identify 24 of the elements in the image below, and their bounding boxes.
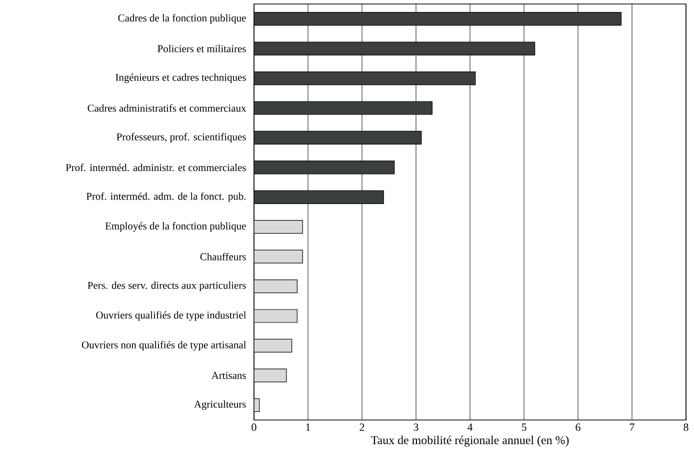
y-tick-label: Prof. interméd. administr. et commerciales [66,164,246,172]
y-tick-label: Professeurs, prof. scientifiques [116,132,246,143]
x-tick-label: 8 [684,424,688,431]
x-tick-label: 5 [522,424,526,431]
x-axis-title: Taux de mobilité régionale annuel (en %) [371,436,569,447]
y-tick-label: Chauffeurs [200,252,246,260]
y-tick-label: Agriculteurs [194,400,246,410]
x-tick-label: 3 [414,424,418,431]
y-tick-label: Artisans [211,372,246,379]
y-tick-label: Policiers et militaires [158,44,246,52]
y-tick-label: Employés de la fonction publique [105,222,246,232]
y-tick-label: Pers. des serv. directs aux particuliers [88,282,246,292]
y-tick-label: Ingénieurs et cadres techniques [116,74,246,84]
y-tick-label: Cadres administratifs et commerciaux [88,104,246,112]
y-tick-label: Cadres de la fonction publique [118,14,246,24]
y-tick-label: Ouvriers non qualifiés de type artisanal [82,340,246,351]
x-tick-label: 1 [306,424,310,431]
y-tick-label: Prof. interméd. adm. de la fonct. pub. [86,192,246,202]
x-tick-label: 6 [576,424,580,431]
y-tick-label: Ouvriers qualifiés de type industriel [96,311,246,321]
x-tick-label: 0 [252,424,256,431]
x-tick-label: 2 [360,424,364,431]
x-tick-label: 4 [467,424,473,431]
x-tick-label: 7 [630,424,634,431]
